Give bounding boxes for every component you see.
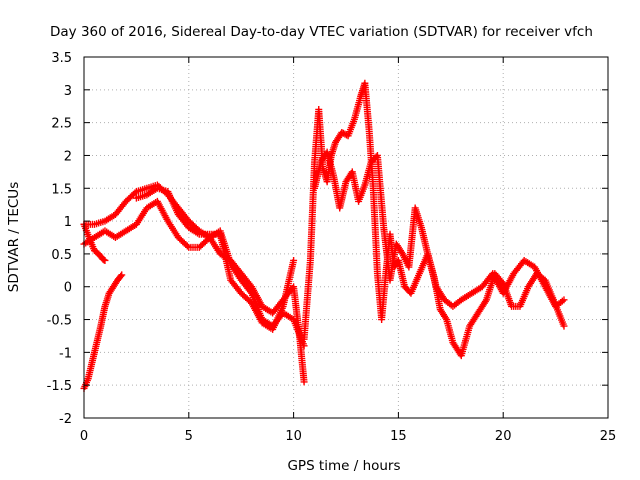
ticks-layer [83,56,609,419]
y-tick-label: 3.5 [51,51,72,66]
data-point [118,271,126,279]
x-axis-title: GPS time / hours [287,458,400,474]
data-point [300,378,308,386]
labels-layer: -2 -1.5 -1 -0.5 0 0.5 1 1.5 2 2.5 3 3.5 0 5 10 15 20 25 [47,51,617,444]
data-point [560,296,568,304]
data-point [300,342,308,350]
y-tick-label: 0.5 [51,248,72,263]
data-point [131,189,139,197]
y-tick-label: 2.5 [51,117,72,132]
x-tick-label: 5 [185,429,193,444]
y-tick-label: -1 [59,346,72,361]
data-point [117,272,125,280]
y-tick-label: 0 [64,281,72,296]
y-axis-title: SDTVAR / TECUs [6,182,22,292]
plot-frame [83,56,609,419]
data-point [290,256,298,264]
y-tick-label: -2 [59,412,72,427]
chart-title: Day 360 of 2016, Sidereal Day-to-day VTE… [50,24,593,40]
y-tick-label: -0.5 [47,314,72,329]
data-point [101,256,109,264]
x-tick-label: 15 [390,429,407,444]
y-tick-label: -1.5 [47,379,72,394]
y-tick-label: 3 [64,84,72,99]
data-point [560,322,568,330]
x-tick-label: 0 [80,429,88,444]
y-tick-label: 1.5 [51,182,72,197]
y-tick-label: 2 [64,149,72,164]
points-layer [80,79,568,392]
x-tick-label: 20 [495,429,512,444]
x-tick-label: 10 [285,429,302,444]
y-tick-label: 1 [64,215,72,230]
grid-layer [84,57,608,418]
data-point [183,242,191,250]
x-tick-label: 25 [600,429,617,444]
